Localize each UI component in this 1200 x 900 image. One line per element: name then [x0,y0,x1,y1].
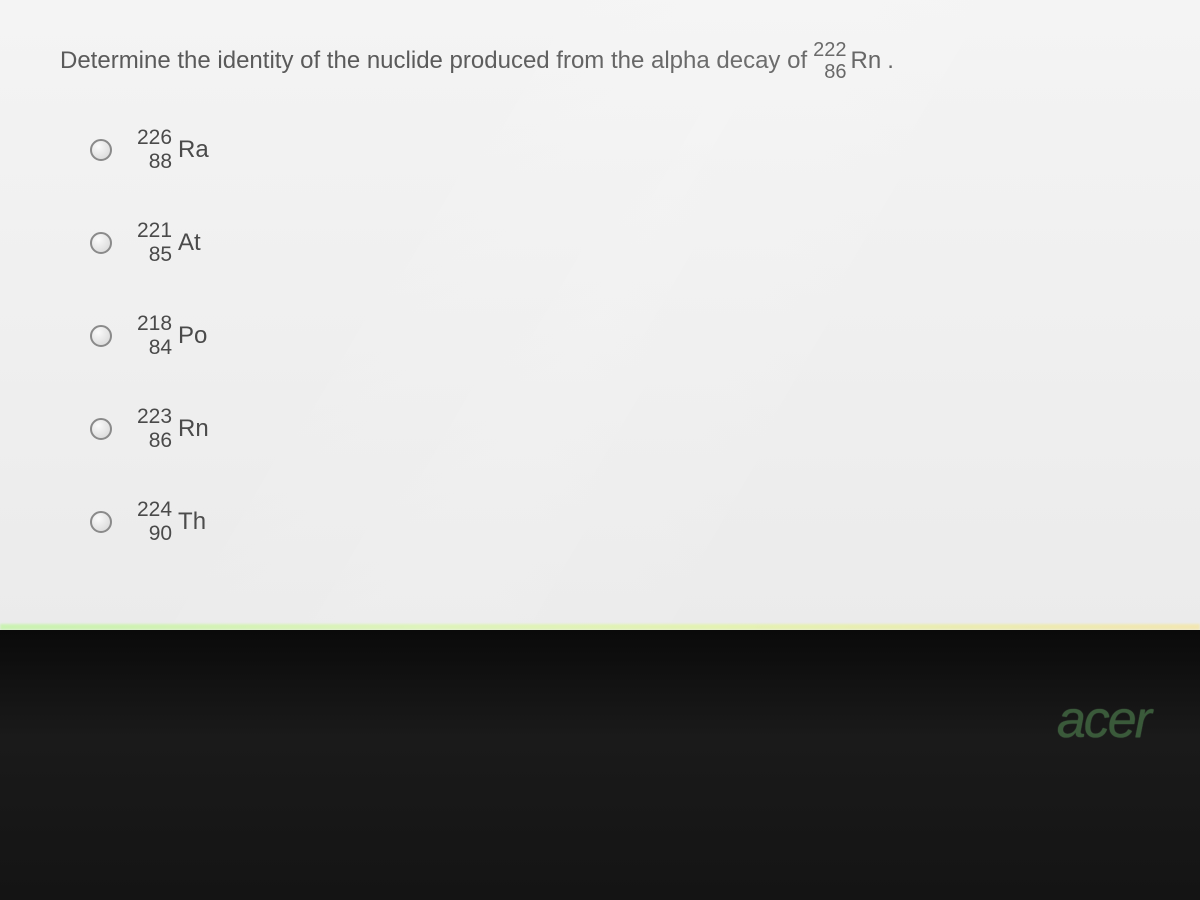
atomic-number: 86 [149,430,172,451]
option-isotope: 218 84 Po [137,313,207,358]
isotope-numbers: 226 88 [137,127,172,172]
mass-number: 226 [137,127,172,148]
isotope-numbers: 223 86 [137,406,172,451]
option-row[interactable]: 218 84 Po [90,313,1140,358]
question-text: Determine the identity of the nuclide pr… [60,40,1140,82]
atomic-number: 90 [149,523,172,544]
brand-logo: acer [1057,690,1150,750]
element-symbol: Po [178,324,207,348]
mass-number: 224 [137,499,172,520]
mass-number: 221 [137,220,172,241]
option-isotope: 224 90 Th [137,499,206,544]
question-prefix: Determine the identity of the nuclide pr… [60,47,807,75]
radio-button[interactable] [90,418,112,440]
monitor-bezel: acer [0,630,1200,900]
option-row[interactable]: 224 90 Th [90,499,1140,544]
atomic-number: 85 [149,244,172,265]
element-symbol: Ra [178,138,209,162]
mass-number: 218 [137,313,172,334]
mass-number: 223 [137,406,172,427]
atomic-number: 88 [149,151,172,172]
option-isotope: 223 86 Rn [137,406,209,451]
atomic-number: 86 [824,62,846,82]
question-isotope: 222 86 Rn [813,40,881,82]
atomic-number: 84 [149,337,172,358]
option-row[interactable]: 226 88 Ra [90,127,1140,172]
option-isotope: 221 85 At [137,220,201,265]
quiz-screen: Determine the identity of the nuclide pr… [0,0,1200,630]
answer-options: 226 88 Ra 221 85 At 218 84 [60,127,1140,544]
question-suffix: . [887,47,894,75]
option-row[interactable]: 223 86 Rn [90,406,1140,451]
mass-number: 222 [813,40,846,60]
isotope-numbers: 224 90 [137,499,172,544]
isotope-numbers: 221 85 [137,220,172,265]
element-symbol: Rn [178,417,209,441]
option-isotope: 226 88 Ra [137,127,209,172]
option-row[interactable]: 221 85 At [90,220,1140,265]
isotope-numbers: 222 86 [813,40,846,82]
element-symbol: At [178,231,201,255]
radio-button[interactable] [90,325,112,347]
isotope-numbers: 218 84 [137,313,172,358]
element-symbol: Rn [851,49,882,73]
radio-button[interactable] [90,139,112,161]
element-symbol: Th [178,510,206,534]
radio-button[interactable] [90,511,112,533]
radio-button[interactable] [90,232,112,254]
